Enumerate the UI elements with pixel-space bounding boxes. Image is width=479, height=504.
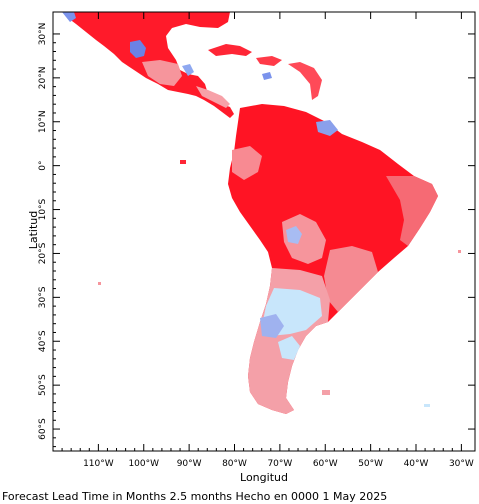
x-axis-ticks: 110°W 100°W 90°W 80°W 70°W 60°W 50°W 40°W 30°W: [61, 12, 474, 469]
region-central-america-pale: [196, 86, 230, 108]
y-tick-label: 30°N: [38, 23, 48, 46]
y-tick-label: 50°S: [38, 374, 48, 396]
region-falklands: [322, 390, 330, 395]
region-yucatan-blue: [182, 64, 194, 76]
x-tick-label: 90°W: [177, 459, 202, 469]
region-bolivia-pale: [282, 214, 326, 264]
region-baja-blue: [62, 12, 76, 22]
region-argentina-blue: [260, 314, 284, 338]
x-tick-label: 30°W: [449, 459, 474, 469]
region-patagonia-lightblue: [278, 336, 300, 360]
x-tick-label: 40°W: [404, 459, 429, 469]
x-tick-label: 60°W: [313, 459, 338, 469]
x-tick-label: 110°W: [83, 459, 114, 469]
region-antilles: [288, 62, 322, 100]
y-axis-ticks: 30°N 20°N 10°N 0° 10°S 20°S 30°S 40°S 50°S 60°S: [38, 23, 475, 448]
region-mexico-pale: [142, 60, 182, 86]
y-tick-label: 10°N: [38, 110, 48, 133]
region-bolivia-blue: [286, 226, 302, 244]
y-tick-label: 10°S: [38, 198, 48, 220]
y-axis-title: Latitud: [27, 211, 40, 250]
region-paraguay-pale: [324, 246, 378, 312]
region-south-georgia: [424, 404, 430, 407]
forecast-caption: Forecast Lead Time in Months 2.5 months …: [2, 490, 387, 503]
y-tick-label: 40°S: [38, 330, 48, 352]
region-hispaniola: [256, 56, 282, 66]
plot-area: [53, 12, 475, 451]
x-tick-label: 50°W: [358, 459, 383, 469]
region-pacific-island: [98, 282, 101, 285]
region-ecuador-pale: [232, 146, 262, 180]
y-tick-label: 60°S: [38, 418, 48, 440]
y-tick-label: 30°S: [38, 286, 48, 308]
region-mexico-blue: [130, 40, 146, 58]
region-atlantic-island: [458, 250, 461, 253]
map-frame: [52, 11, 476, 452]
y-tick-label: 20°S: [38, 242, 48, 264]
region-galapagos: [180, 160, 186, 164]
x-tick-label: 70°W: [267, 459, 292, 469]
region-antilles-blue: [262, 72, 272, 80]
y-tick-label: 0°: [38, 161, 48, 171]
x-tick-label: 100°W: [128, 459, 159, 469]
x-axis-title: Longitud: [240, 471, 288, 484]
x-tick-label: 80°W: [222, 459, 247, 469]
region-northeast-pale: [386, 176, 438, 246]
region-cuba: [208, 44, 252, 56]
region-venezuela-blue: [316, 120, 338, 136]
y-tick-label: 20°N: [38, 67, 48, 90]
